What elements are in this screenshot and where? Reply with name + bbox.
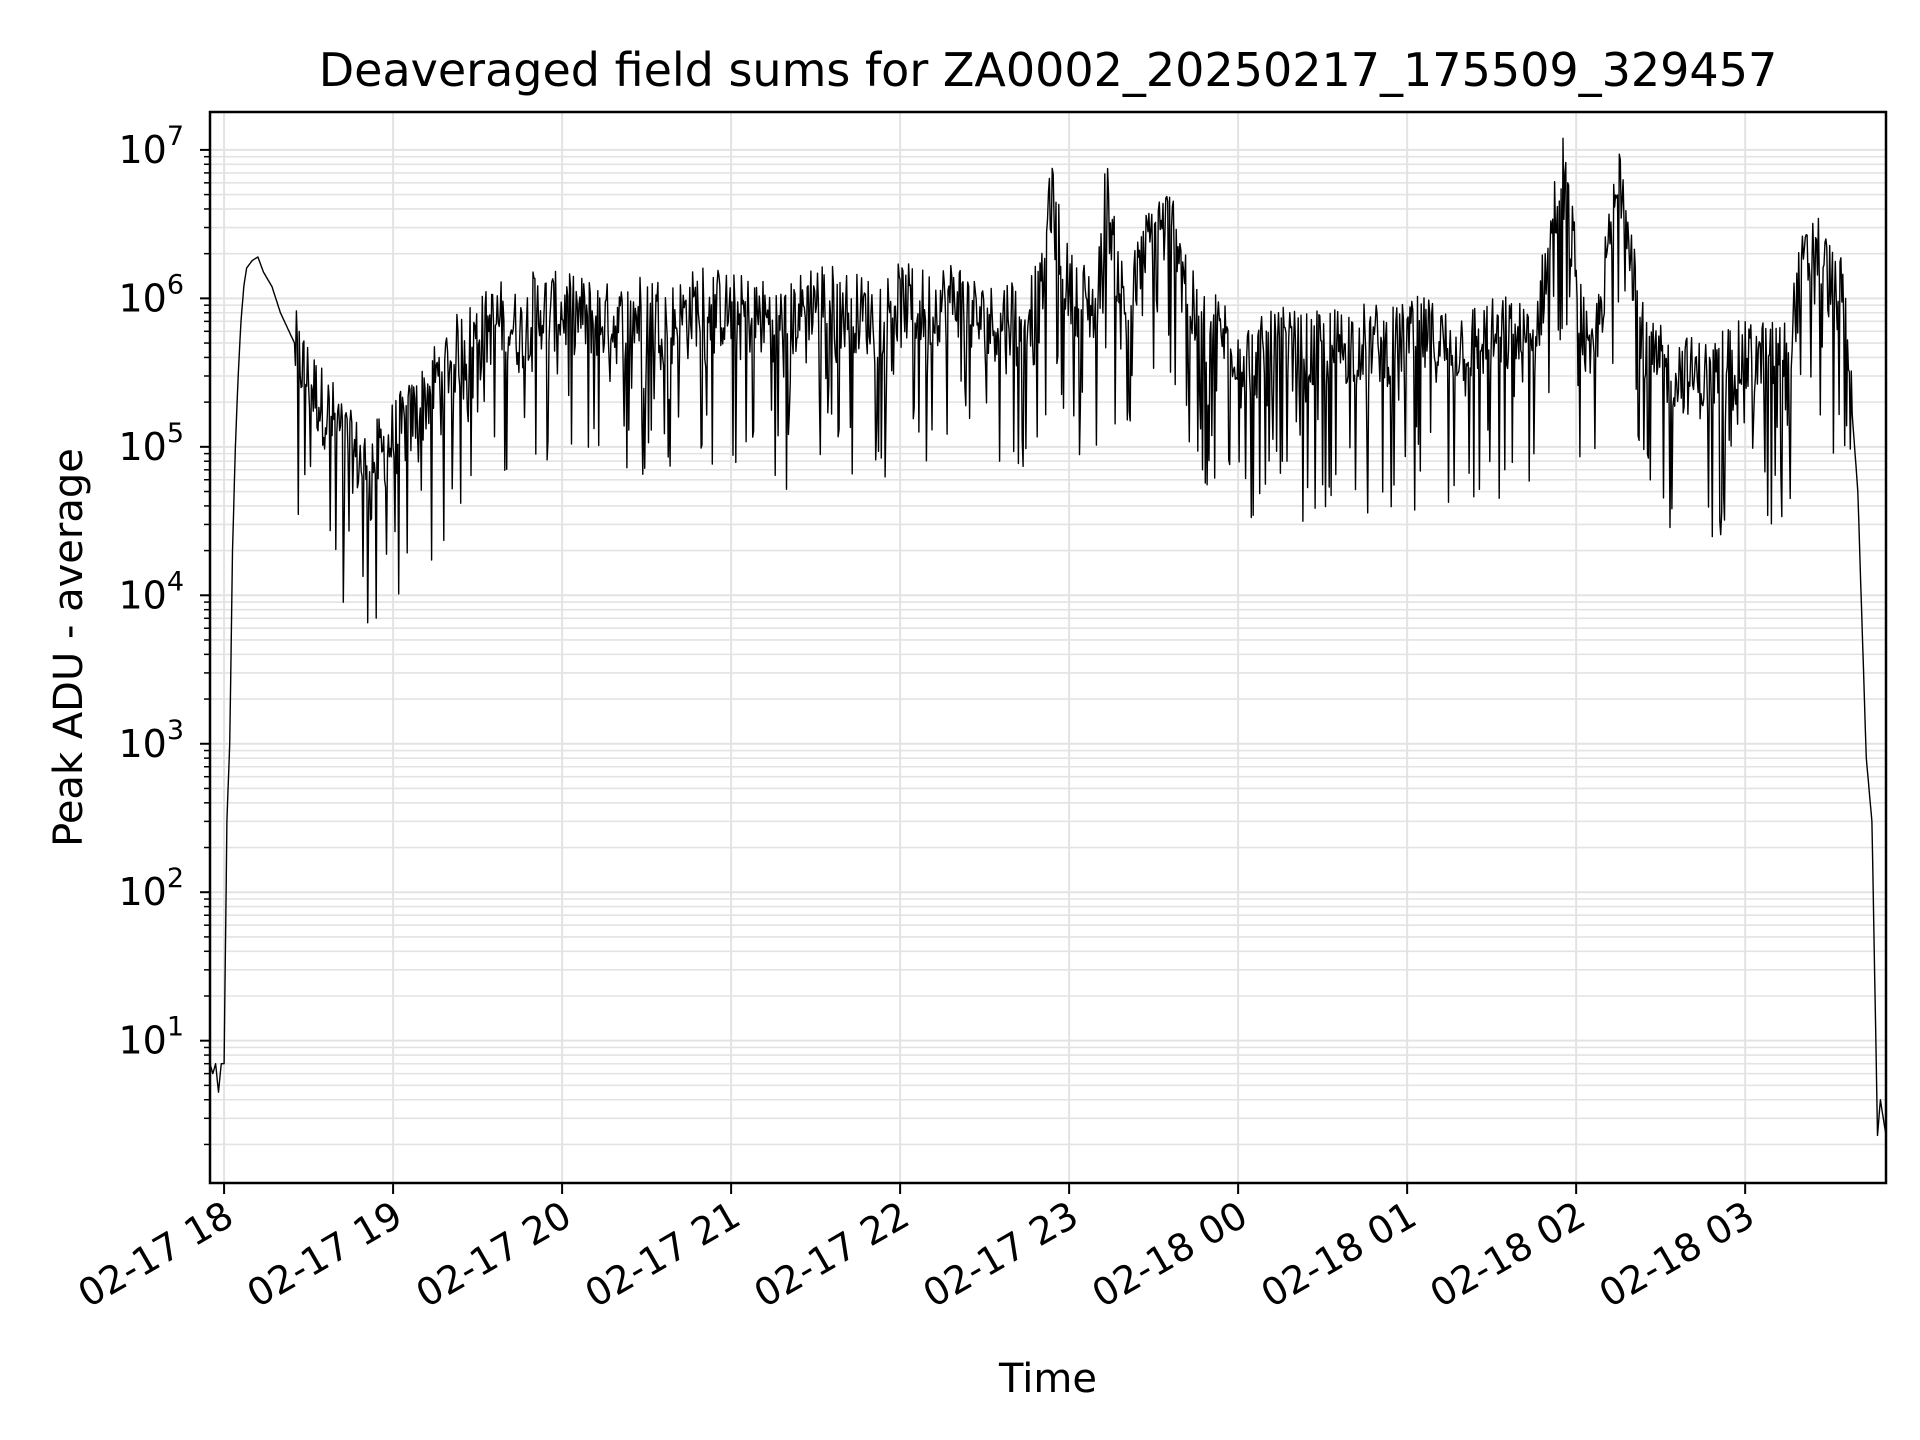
x-tick-label: 02-17 20 <box>409 1193 579 1317</box>
x-axis-title: Time <box>998 1356 1097 1402</box>
y-tick-label: 107 <box>118 121 184 172</box>
x-tick-label: 02-18 00 <box>1085 1193 1255 1317</box>
chart-title: Deaveraged field sums for ZA0002_2025021… <box>319 43 1778 97</box>
series-layer <box>209 137 1887 1137</box>
plot-frame <box>208 110 1888 1185</box>
x-tick-label: 02-17 21 <box>578 1193 748 1317</box>
y-tick-label: 106 <box>118 269 184 320</box>
x-tick-label: 02-17 22 <box>747 1193 917 1317</box>
x-tick-label: 02-18 03 <box>1592 1193 1762 1317</box>
y-tick-label: 101 <box>118 1012 184 1063</box>
x-tick-label: 02-18 01 <box>1254 1193 1424 1317</box>
x-tick-label: 02-17 18 <box>71 1193 241 1317</box>
y-tick-label: 102 <box>118 863 184 914</box>
y-axis-title: Peak ADU - average <box>46 448 92 847</box>
y-tick-label: 103 <box>118 715 184 766</box>
series-line <box>209 137 1887 1137</box>
x-tick-label: 02-17 19 <box>240 1193 410 1317</box>
y-tick-label: 105 <box>118 418 184 469</box>
y-axis: 101 102 103 104 105 106 107 <box>118 121 210 1146</box>
grid <box>210 112 1886 1183</box>
x-tick-label: 02-18 02 <box>1423 1193 1593 1317</box>
x-tick-label: 02-17 23 <box>916 1193 1086 1317</box>
x-axis: 02-17 18 02-17 19 02-17 20 02-17 21 02-17 22… <box>71 1183 1762 1316</box>
y-tick-label: 104 <box>118 566 184 617</box>
